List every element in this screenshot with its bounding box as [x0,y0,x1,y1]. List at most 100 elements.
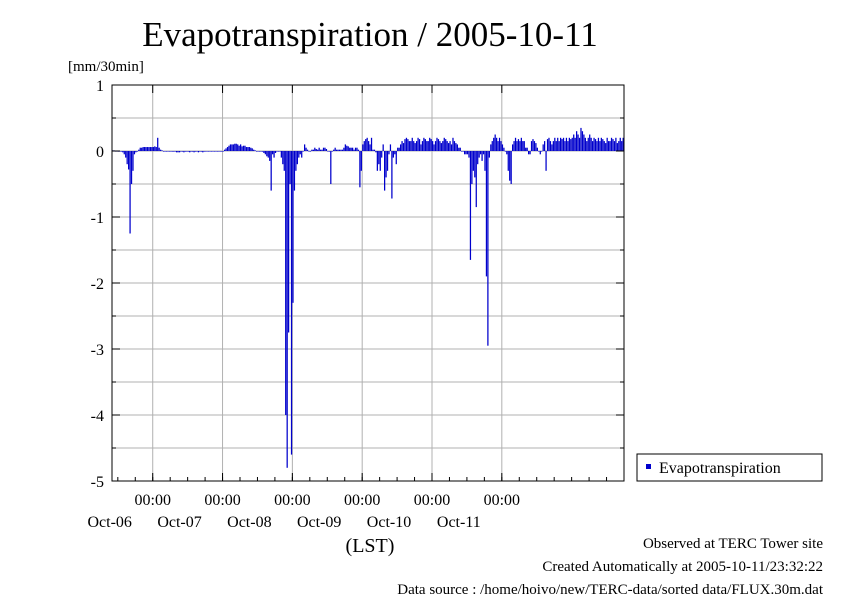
bar [312,149,314,151]
bar [608,141,610,151]
bar [381,151,383,158]
bar [269,151,271,161]
bar [581,131,584,151]
bar [286,151,288,468]
bar [352,147,354,151]
bar [148,147,150,151]
x-axis-ticks: 00:00Oct-0600:00Oct-0700:00Oct-0800:00Oc… [88,85,625,531]
bar [301,151,303,158]
bar [346,145,348,151]
bar [192,151,194,152]
bar [603,141,605,151]
bar [378,151,380,165]
bar [309,151,312,152]
bar [328,151,330,152]
bar [520,137,522,151]
bar [260,151,262,152]
bar [394,151,396,155]
bar [613,141,616,151]
bar [189,151,191,153]
bar [369,144,371,151]
legend-box [636,453,823,482]
bar [257,151,259,152]
bar [276,151,278,152]
bar [359,151,361,188]
bar [317,149,319,151]
bar [602,139,604,151]
bar [263,151,265,153]
bar [580,127,582,151]
bar [523,141,525,151]
bar [609,141,611,151]
bar [273,151,275,158]
bar [305,147,307,151]
x-tick-time-label: 00:00 [274,492,310,509]
bar [565,137,568,151]
legend-swatch [646,464,651,469]
y-tick-label: -1 [91,210,104,227]
bar [482,151,485,155]
bar [594,139,597,151]
bar [184,151,186,152]
bar [161,150,163,151]
bar [155,147,157,151]
bar [443,137,445,151]
bar [242,145,245,151]
bar [327,151,329,152]
bar [235,143,237,151]
bar [519,141,521,151]
bar [139,147,141,151]
bar [190,151,192,152]
bar [622,137,624,151]
bar [528,151,530,155]
bar [322,147,325,151]
bar [199,151,201,152]
bar [605,143,607,151]
bar [426,141,428,151]
x-tick-date-label: Oct-06 [88,514,132,531]
bar [285,151,287,415]
bar [459,147,461,151]
bar [401,141,403,151]
bar [293,151,296,191]
bar [132,151,134,171]
bar [226,147,229,151]
bar [340,149,342,151]
bar [362,144,364,151]
bar [138,149,140,151]
bar [338,149,341,151]
bar [433,144,435,151]
bar [423,137,425,151]
bar [181,151,184,152]
bar [197,151,200,153]
bar [152,147,154,151]
bar [503,147,505,151]
bar [477,151,479,165]
y-axis-unit-label: [mm/30min] [68,59,144,75]
bar [514,137,517,151]
footer-created: Created Automatically at 2005-10-11/23:3… [542,559,823,575]
bar [216,151,218,152]
bar [304,144,306,151]
bar [200,151,202,152]
bar [549,141,552,151]
bar [430,139,432,151]
bar [498,137,501,151]
bar [158,147,160,151]
bar [141,147,143,151]
bar [136,151,138,152]
bar [619,137,621,151]
bar [254,150,256,151]
bar [384,151,386,191]
bar [180,151,182,152]
bar [168,151,170,152]
bar [253,149,255,151]
bar [506,151,508,155]
bar [261,151,264,152]
bar [144,147,146,151]
bar [167,151,169,152]
bar [427,141,429,151]
bar [417,137,419,151]
bar [125,151,127,158]
